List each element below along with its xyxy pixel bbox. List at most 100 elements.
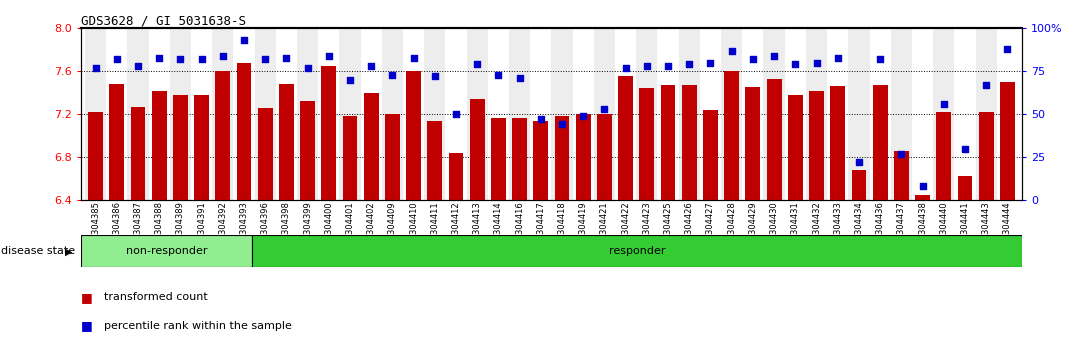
- Bar: [915, 195, 930, 200]
- Bar: [318, 28, 339, 200]
- Bar: [891, 28, 912, 200]
- Point: [872, 56, 889, 62]
- Point: [469, 62, 486, 67]
- Point: [426, 74, 443, 79]
- Bar: [572, 28, 594, 200]
- Bar: [342, 116, 357, 200]
- Text: disease state: disease state: [1, 246, 75, 256]
- Bar: [237, 63, 252, 200]
- Bar: [809, 91, 824, 200]
- Bar: [742, 28, 764, 200]
- Bar: [233, 28, 255, 200]
- Bar: [107, 28, 127, 200]
- Point: [723, 48, 740, 53]
- Point: [341, 77, 358, 83]
- Bar: [576, 114, 591, 200]
- Bar: [364, 93, 379, 200]
- Bar: [491, 119, 506, 200]
- Bar: [873, 85, 888, 200]
- Point: [914, 183, 931, 189]
- Point: [511, 75, 528, 81]
- Point: [787, 62, 804, 67]
- Bar: [657, 28, 679, 200]
- Point: [596, 106, 613, 112]
- Bar: [767, 79, 781, 200]
- Bar: [933, 28, 954, 200]
- Text: responder: responder: [609, 246, 665, 256]
- Bar: [827, 28, 848, 200]
- Bar: [152, 91, 167, 200]
- Bar: [699, 28, 721, 200]
- Bar: [619, 75, 633, 200]
- Point: [660, 63, 677, 69]
- Bar: [679, 28, 699, 200]
- Bar: [912, 28, 933, 200]
- Bar: [661, 85, 676, 200]
- Point: [172, 56, 189, 62]
- Bar: [252, 235, 1022, 267]
- Text: GDS3628 / GI_5031638-S: GDS3628 / GI_5031638-S: [81, 14, 245, 27]
- Bar: [212, 28, 233, 200]
- Bar: [215, 71, 230, 200]
- Point: [405, 55, 422, 60]
- Point: [321, 53, 338, 59]
- Bar: [297, 28, 318, 200]
- Text: ■: ■: [81, 319, 93, 332]
- Bar: [130, 107, 145, 200]
- Bar: [470, 99, 484, 200]
- Point: [935, 101, 952, 107]
- Bar: [869, 28, 891, 200]
- Point: [617, 65, 634, 71]
- Bar: [300, 101, 315, 200]
- Bar: [636, 28, 657, 200]
- Bar: [339, 28, 360, 200]
- Bar: [894, 151, 909, 200]
- Bar: [110, 84, 124, 200]
- Bar: [88, 112, 103, 200]
- Point: [193, 56, 210, 62]
- Text: non-responder: non-responder: [126, 246, 207, 256]
- Bar: [958, 176, 973, 200]
- Point: [278, 55, 295, 60]
- Bar: [85, 28, 107, 200]
- Point: [765, 53, 782, 59]
- Bar: [427, 121, 442, 200]
- Bar: [976, 28, 996, 200]
- Bar: [788, 95, 803, 200]
- Bar: [724, 71, 739, 200]
- Bar: [81, 235, 252, 267]
- Bar: [1000, 82, 1015, 200]
- Bar: [979, 112, 993, 200]
- Point: [702, 60, 719, 65]
- Point: [256, 56, 273, 62]
- Point: [129, 63, 146, 69]
- Point: [236, 38, 253, 43]
- Bar: [127, 28, 148, 200]
- Point: [490, 72, 507, 78]
- Point: [745, 56, 762, 62]
- Point: [808, 60, 825, 65]
- Bar: [279, 84, 294, 200]
- Bar: [445, 28, 467, 200]
- Bar: [594, 28, 615, 200]
- Bar: [404, 28, 424, 200]
- Bar: [170, 28, 190, 200]
- Bar: [424, 28, 445, 200]
- Bar: [467, 28, 487, 200]
- Bar: [194, 95, 209, 200]
- Bar: [190, 28, 212, 200]
- Bar: [512, 119, 527, 200]
- Bar: [831, 86, 845, 200]
- Point: [575, 113, 592, 119]
- Bar: [764, 28, 784, 200]
- Bar: [487, 28, 509, 200]
- Bar: [407, 71, 421, 200]
- Point: [448, 111, 465, 117]
- Point: [999, 46, 1016, 52]
- Text: ▶: ▶: [65, 246, 72, 256]
- Bar: [382, 28, 404, 200]
- Bar: [996, 28, 1018, 200]
- Point: [977, 82, 994, 88]
- Bar: [954, 28, 976, 200]
- Bar: [848, 28, 869, 200]
